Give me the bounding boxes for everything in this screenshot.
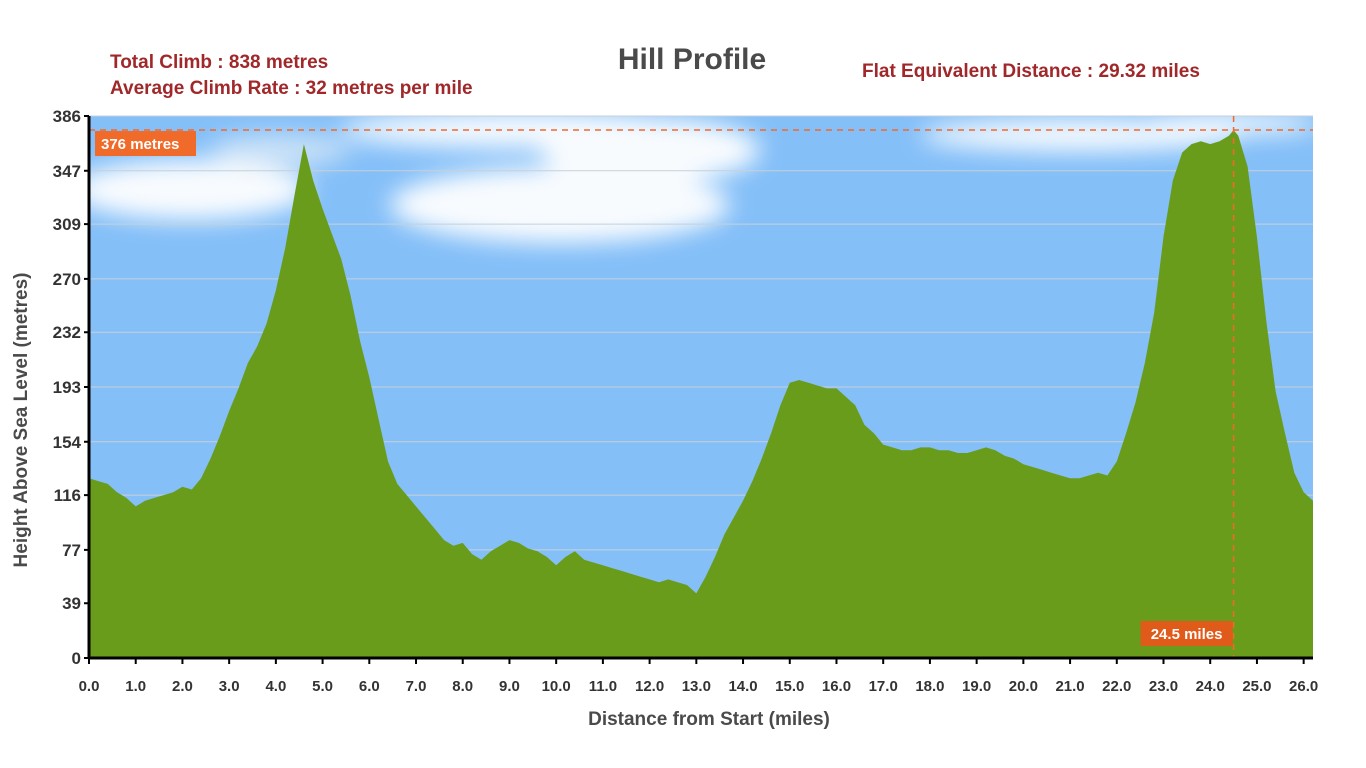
- x-tick-label-18: 18.0: [915, 678, 944, 695]
- x-axis-title: Distance from Start (miles): [588, 709, 830, 730]
- x-axis: 0.0 1.0 2.0 3.0 4.0 5.0 6.0 7.0 8.0 9.0 10.0 11.0 12…: [79, 656, 1318, 695]
- average-climb-rate-text: Average Climb Rate : 32 metres per mile: [110, 78, 473, 99]
- y-tick-label-3: 116: [54, 486, 81, 505]
- x-tick-label-2: 2.0: [172, 678, 193, 695]
- x-tick-label-20: 20.0: [1009, 678, 1038, 695]
- peak-distance-badge: [1140, 621, 1233, 646]
- peak-distance-label: 24.5 miles: [1151, 626, 1223, 643]
- x-tick-label-7: 7.0: [406, 678, 427, 695]
- x-tick-label-8: 8.0: [452, 678, 473, 695]
- x-tick-label-24: 24.0: [1196, 678, 1225, 695]
- x-tick-label-4: 4.0: [265, 678, 286, 695]
- x-tick-label-1: 1.0: [125, 678, 146, 695]
- y-axis: 0 39 77 116 154 193 232 270 309 347 386: [53, 107, 91, 668]
- x-tick-label-15: 15.0: [775, 678, 804, 695]
- x-tick-label-26: 26.0: [1289, 678, 1318, 695]
- flat-equivalent-distance-text: Flat Equivalent Distance : 29.32 miles: [862, 61, 1200, 82]
- x-tick-label-3: 3.0: [219, 678, 240, 695]
- x-tick-label-22: 22.0: [1102, 678, 1131, 695]
- y-tick-label-6: 232: [53, 323, 81, 342]
- x-tick-label-19: 19.0: [962, 678, 991, 695]
- x-tick-label-5: 5.0: [312, 678, 333, 695]
- y-tick-label-1: 39: [62, 594, 81, 613]
- x-tick-label-21: 21.0: [1055, 678, 1084, 695]
- y-tick-label-0: 0: [72, 649, 81, 668]
- x-tick-label-6: 6.0: [359, 678, 380, 695]
- y-tick-label-2: 77: [62, 541, 81, 560]
- y-tick-label-9: 347: [53, 162, 81, 181]
- clouds: [89, 116, 1313, 243]
- x-tick-label-12: 12.0: [635, 678, 664, 695]
- x-tick-label-10: 10.0: [542, 678, 571, 695]
- x-tick-label-14: 14.0: [728, 678, 757, 695]
- y-tick-label-7: 270: [53, 270, 81, 289]
- x-tick-label-13: 13.0: [682, 678, 711, 695]
- peak-height-label: 376 metres: [101, 136, 179, 153]
- y-axis-title: Height Above Sea Level (metres): [11, 273, 32, 568]
- peak-height-badge: [95, 131, 196, 157]
- x-tick-label-9: 9.0: [499, 678, 520, 695]
- y-tick-label-8: 309: [53, 215, 81, 234]
- elevation-area: [89, 130, 1313, 658]
- x-tick-label-11: 11.0: [589, 678, 617, 695]
- peak-markers: 376 metres 24.5 miles: [89, 116, 1313, 658]
- x-tick-label-0: 0.0: [79, 678, 100, 695]
- x-tick-label-17: 17.0: [869, 678, 898, 695]
- x-tick-label-16: 16.0: [822, 678, 851, 695]
- x-tick-label-23: 23.0: [1149, 678, 1178, 695]
- y-tick-label-4: 154: [53, 433, 82, 452]
- total-climb-text: Total Climb : 838 metres: [110, 52, 329, 73]
- y-tick-label-10: 386: [53, 107, 81, 126]
- chart-title: Hill Profile: [617, 43, 767, 76]
- x-tick-label-25: 25.0: [1242, 678, 1271, 695]
- y-tick-label-5: 193: [53, 378, 81, 397]
